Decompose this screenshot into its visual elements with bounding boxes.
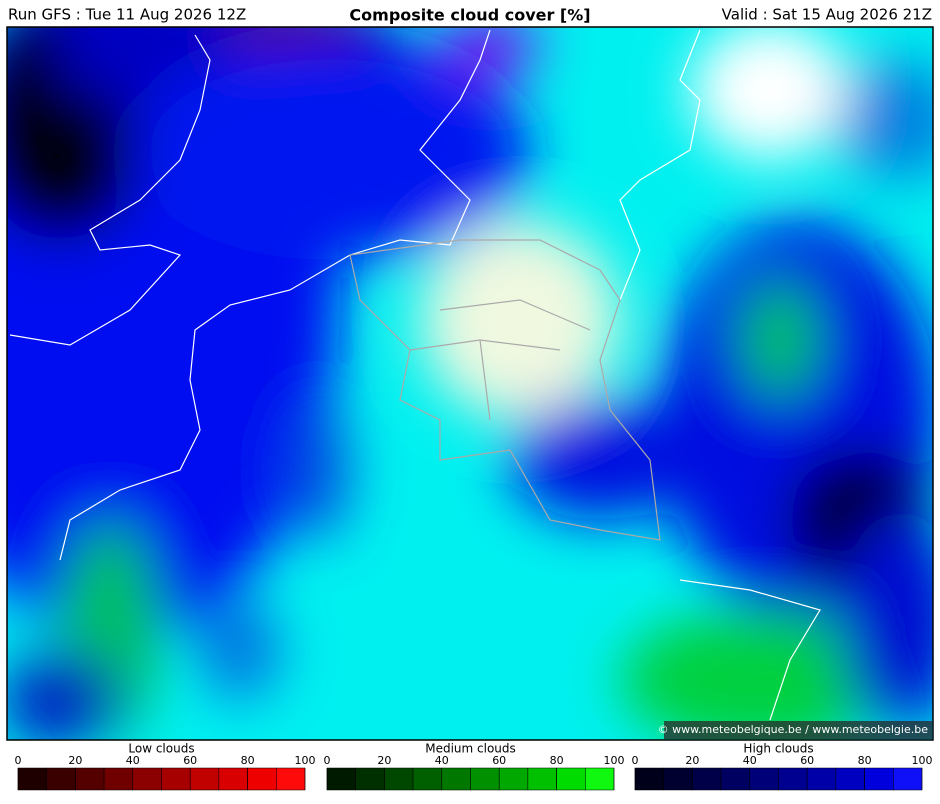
credit: © www.meteobelgique.be / www.meteobelgie… (658, 723, 929, 736)
legend-swatch (161, 767, 191, 791)
legend-swatch (384, 767, 414, 791)
legend-tick-label: 60 (183, 754, 197, 767)
legend-swatch (663, 767, 693, 791)
legend-tick-label: 60 (492, 754, 506, 767)
legend-swatch (498, 767, 529, 791)
legend-tick-label: 80 (550, 754, 564, 767)
legend-tick-label: 40 (435, 754, 449, 767)
legend-tick-label: 40 (743, 754, 757, 767)
legend-tick-label: 0 (15, 754, 22, 767)
legend-title: High clouds (743, 742, 813, 756)
legend-swatch (103, 767, 134, 791)
legend-tick-label: 100 (912, 754, 933, 767)
legend-swatch (75, 767, 105, 791)
legend-swatch (132, 767, 162, 791)
legend-swatch (778, 767, 808, 791)
legend-swatch (326, 767, 356, 791)
legend-tick-label: 80 (858, 754, 872, 767)
valid-label: Valid : Sat 15 Aug 2026 21Z (722, 6, 932, 24)
map-title: Composite cloud cover [%] (349, 6, 590, 25)
legend-swatch (276, 767, 306, 791)
legend-tick-label: 60 (800, 754, 814, 767)
legend-swatch (527, 767, 557, 791)
legend-swatch (470, 767, 500, 791)
legend-swatch (17, 767, 47, 791)
legend-title: Medium clouds (425, 742, 516, 756)
legend-swatch (634, 767, 664, 791)
legend-swatch (835, 767, 865, 791)
legend-tick-label: 20 (377, 754, 391, 767)
legend-tick-label: 100 (604, 754, 625, 767)
legend-swatch (893, 767, 923, 791)
legend-swatch (692, 767, 722, 791)
legend-swatch (247, 767, 277, 791)
run-label: Run GFS : Tue 11 Aug 2026 12Z (8, 6, 246, 24)
map-frame (6, 26, 934, 741)
legend-tick-label: 20 (685, 754, 699, 767)
legend-tick-label: 100 (295, 754, 316, 767)
legend-tick-label: 40 (126, 754, 140, 767)
legend-title: Low clouds (128, 742, 194, 756)
legend-tick-label: 20 (68, 754, 82, 767)
legend-tick-label: 80 (241, 754, 255, 767)
legend-swatch (412, 767, 443, 791)
legend-swatch (46, 767, 76, 791)
legend-swatch (806, 767, 837, 791)
legend-swatch (585, 767, 615, 791)
map (7, 27, 933, 740)
legend-swatch (218, 767, 248, 791)
legend-swatch (189, 767, 220, 791)
legend-swatch (864, 767, 894, 791)
legend-tick-label: 0 (324, 754, 331, 767)
legend-swatch (720, 767, 751, 791)
legend-tick-label: 0 (632, 754, 639, 767)
legend-swatch (355, 767, 385, 791)
credit-box (664, 721, 932, 739)
legend-swatch (749, 767, 779, 791)
legends: Low clouds 0 20 40 60 80 100 Medium clouds 0 20 40… (15, 742, 933, 791)
legend-swatch (556, 767, 586, 791)
legend-swatch (441, 767, 471, 791)
